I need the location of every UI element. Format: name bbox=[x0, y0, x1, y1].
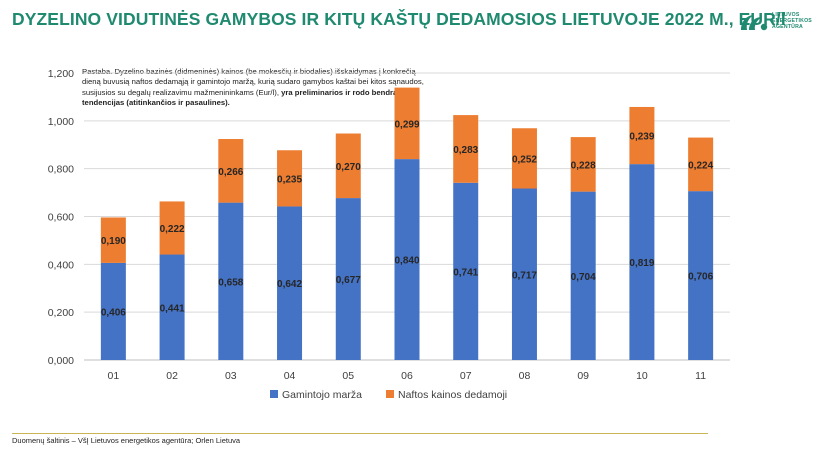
data-label: 0,741 bbox=[453, 267, 478, 278]
data-label: 0,819 bbox=[629, 258, 654, 269]
x-tick-label: 07 bbox=[460, 370, 472, 382]
bar-margin-04 bbox=[277, 206, 303, 360]
data-label: 0,228 bbox=[571, 160, 596, 171]
bar-oil-05 bbox=[335, 133, 361, 199]
x-tick-label: 05 bbox=[342, 370, 354, 382]
y-tick-label: 1,200 bbox=[48, 68, 74, 80]
x-tick-label: 06 bbox=[401, 370, 413, 382]
y-tick-label: 0,800 bbox=[48, 164, 74, 176]
legend-label: Naftos kainos dedamoji bbox=[398, 389, 507, 401]
data-label: 0,270 bbox=[336, 162, 361, 173]
legend-label: Gamintojo marža bbox=[282, 389, 362, 401]
data-label: 0,283 bbox=[453, 145, 478, 156]
bar-margin-10 bbox=[629, 164, 655, 360]
x-tick-label: 09 bbox=[577, 370, 589, 382]
data-label: 0,406 bbox=[101, 307, 126, 318]
bar-margin-02 bbox=[159, 254, 185, 360]
x-tick-label: 04 bbox=[284, 370, 296, 382]
y-tick-label: 0,000 bbox=[48, 355, 74, 367]
legend-swatch bbox=[270, 390, 278, 398]
bar-oil-03 bbox=[218, 139, 244, 203]
bar-oil-11 bbox=[688, 137, 714, 192]
data-label: 0,235 bbox=[277, 174, 302, 185]
bar-margin-05 bbox=[335, 198, 361, 360]
bar-oil-04 bbox=[277, 150, 303, 207]
bar-oil-09 bbox=[570, 137, 596, 192]
bar-margin-08 bbox=[511, 188, 537, 360]
bar-oil-07 bbox=[453, 115, 479, 183]
y-tick-label: 0,600 bbox=[48, 212, 74, 224]
data-label: 0,704 bbox=[571, 272, 596, 283]
logo-text: LIETUVOS ENERGETIKOS AGENTŪRA bbox=[772, 12, 812, 30]
data-label: 0,299 bbox=[394, 119, 419, 130]
footer-divider bbox=[12, 433, 708, 434]
y-tick-label: 0,400 bbox=[48, 259, 74, 271]
data-label: 0,441 bbox=[160, 303, 185, 314]
data-label: 0,840 bbox=[394, 256, 419, 267]
x-tick-label: 11 bbox=[695, 370, 706, 382]
agency-logo: LIETUVOS ENERGETIKOS AGENTŪRA bbox=[738, 10, 816, 36]
bar-margin-07 bbox=[453, 182, 479, 360]
data-label: 0,239 bbox=[629, 132, 654, 143]
bar-oil-08 bbox=[511, 128, 537, 189]
y-tick-label: 1,000 bbox=[48, 116, 74, 128]
data-label: 0,224 bbox=[688, 160, 713, 171]
data-label: 0,266 bbox=[218, 167, 243, 178]
note-bold-text: yra preliminarios ir rodo bendras tenden… bbox=[82, 87, 402, 107]
y-tick-label: 0,200 bbox=[48, 307, 74, 319]
legend-swatch bbox=[386, 390, 394, 398]
bar-oil-06 bbox=[394, 87, 420, 160]
bar-margin-06 bbox=[394, 159, 420, 360]
bar-oil-02 bbox=[159, 201, 185, 255]
page-title: DYZELINO VIDUTINĖS GAMYBOS IR KITŲ KAŠTŲ… bbox=[12, 9, 786, 29]
chart-note: Pastaba. Dyzelino bazinės (didmeninės) k… bbox=[82, 67, 434, 108]
bar-oil-10 bbox=[629, 106, 655, 165]
x-tick-label: 03 bbox=[225, 370, 237, 382]
bar-margin-03 bbox=[218, 202, 244, 360]
x-tick-label: 08 bbox=[519, 370, 531, 382]
data-label: 0,706 bbox=[688, 272, 713, 283]
x-tick-label: 10 bbox=[636, 370, 648, 382]
bar-oil-01 bbox=[100, 217, 126, 263]
bar-margin-01 bbox=[100, 262, 126, 360]
bar-margin-11 bbox=[688, 191, 714, 360]
data-label: 0,677 bbox=[336, 275, 361, 286]
data-label: 0,658 bbox=[218, 277, 243, 288]
x-tick-label: 01 bbox=[108, 370, 120, 382]
x-tick-label: 02 bbox=[166, 370, 178, 382]
data-label: 0,642 bbox=[277, 279, 302, 290]
source-note: Duomenų šaltinis – VšĮ Lietuvos energeti… bbox=[12, 436, 241, 445]
logo-mark-icon bbox=[741, 15, 768, 31]
data-label: 0,190 bbox=[101, 236, 126, 247]
data-label: 0,717 bbox=[512, 270, 537, 281]
data-label: 0,222 bbox=[160, 224, 185, 235]
bar-margin-09 bbox=[570, 191, 596, 360]
data-label: 0,252 bbox=[512, 154, 537, 165]
note-text: Pastaba. Dyzelino bazinės (didmeninės) k… bbox=[82, 67, 424, 97]
